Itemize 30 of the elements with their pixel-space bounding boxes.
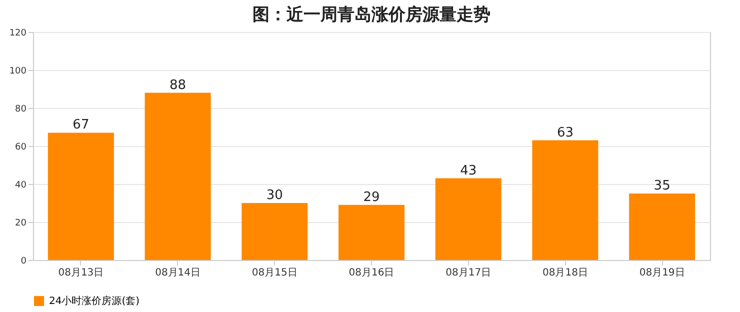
x-tick-label: 08月15日 (252, 268, 298, 278)
bar (48, 132, 114, 260)
bar (338, 204, 404, 260)
data-label: 29 (363, 190, 380, 205)
bar (435, 178, 502, 260)
data-label: 43 (460, 163, 477, 178)
y-tick-label: 100 (9, 66, 27, 76)
x-tick-label: 08月13日 (58, 268, 104, 278)
x-tick-label: 08月18日 (542, 268, 588, 278)
data-label: 67 (72, 118, 90, 133)
y-tick-label: 40 (15, 180, 27, 190)
x-tick-label: 08月14日 (155, 268, 201, 278)
y-tick-label: 20 (15, 218, 27, 228)
bar (144, 92, 211, 260)
y-tick-label: 120 (9, 28, 27, 38)
y-tick-label: 60 (15, 142, 27, 152)
bar (532, 140, 598, 260)
y-tick-label: 0 (20, 256, 27, 266)
data-label: 63 (556, 125, 574, 140)
legend-label: 24小时涨价房源(套) (49, 295, 140, 307)
chart-title: 图：近一周青岛涨价房源量走势 (252, 5, 490, 25)
bar (242, 203, 308, 260)
bar (629, 194, 696, 260)
x-tick-label: 08月16日 (348, 268, 394, 278)
data-label: 88 (170, 78, 186, 93)
data-label: 35 (654, 178, 670, 194)
x-tick-label: 08月17日 (446, 268, 492, 278)
y-tick-label: 80 (15, 104, 27, 114)
data-label: 30 (266, 188, 283, 203)
x-tick-label: 08月19日 (639, 268, 685, 278)
